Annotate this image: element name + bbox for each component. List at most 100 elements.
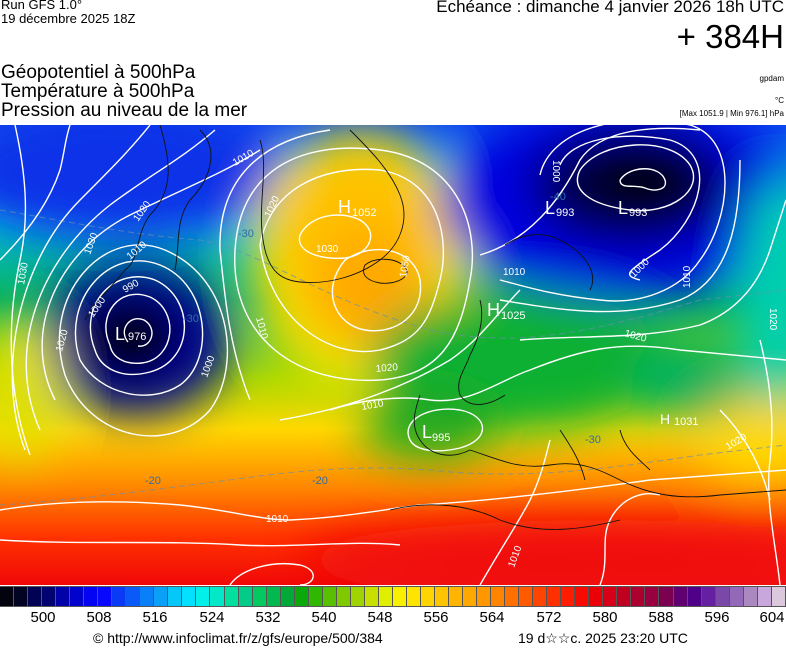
legend-swatch	[154, 587, 169, 606]
legend-swatch	[434, 587, 449, 606]
run-label: Run GFS 1.0°	[1, 0, 83, 12]
legend-swatch	[687, 587, 702, 606]
legend-tick-label: 548	[367, 609, 393, 626]
svg-text:1025: 1025	[501, 310, 525, 322]
low-center-993-east: L 993	[618, 198, 647, 219]
title-pressure: Pression au niveau de la mer	[1, 100, 248, 121]
temp-label: -30	[585, 434, 601, 446]
low-center-993-west: L 993	[545, 198, 574, 219]
isobar-label: 1030	[316, 244, 339, 255]
legend-swatch	[757, 587, 772, 606]
legend-swatch	[463, 587, 478, 606]
legend-swatch	[519, 587, 534, 606]
legend-swatch	[308, 587, 323, 606]
legend-tick-label: 500	[30, 609, 56, 626]
legend-tick-label: 604	[759, 609, 785, 626]
legend-tick-label: 524	[199, 609, 225, 626]
legend-swatch	[743, 587, 758, 606]
legend-swatch	[505, 587, 520, 606]
legend-swatch	[491, 587, 506, 606]
temp-label: -20	[145, 475, 161, 487]
source-url[interactable]: © http://www.infoclimat.fr/z/gfs/europe/…	[93, 630, 383, 646]
pressure-range: [Max 1051.9 | Min 976.1] hPa	[679, 109, 784, 118]
legend-swatch	[182, 587, 197, 606]
svg-text:H: H	[660, 411, 670, 427]
legend-swatch	[168, 587, 183, 606]
forecast-hour: + 384H	[676, 18, 784, 55]
legend-swatch	[561, 587, 576, 606]
legend-swatch	[673, 587, 688, 606]
legend-swatch	[336, 587, 351, 606]
svg-text:993: 993	[629, 207, 647, 219]
map-canvas: -20 -20 -30 -30 -40 -30 1030 1030 1020 1…	[0, 125, 786, 585]
legend-swatch	[70, 587, 85, 606]
temp-label: -30	[238, 228, 254, 240]
legend-swatch	[547, 587, 562, 606]
temp-label: -30	[183, 313, 199, 325]
unit-temperature: °C	[775, 96, 784, 105]
legend-swatch	[715, 587, 730, 606]
legend-swatch	[589, 587, 604, 606]
isobar-label: 1050	[398, 254, 413, 278]
legend-swatch	[406, 587, 421, 606]
pressure-centers: L 976 H 1052 L 993 L 993 H 1025 L 995	[115, 197, 698, 444]
svg-text:L: L	[422, 422, 432, 442]
high-center-1052: H 1052	[338, 197, 376, 219]
title-geopotential: Géopotentiel à 500hPa	[1, 62, 196, 83]
legend-swatch	[420, 587, 435, 606]
legend-swatch	[603, 587, 618, 606]
legend-swatch	[252, 587, 267, 606]
legend-swatch	[631, 587, 646, 606]
legend-swatch	[645, 587, 660, 606]
legend-swatch	[449, 587, 464, 606]
legend-tick-label: 588	[648, 609, 674, 626]
legend-swatch	[224, 587, 239, 606]
legend-swatch	[238, 587, 253, 606]
legend-swatch	[28, 587, 43, 606]
legend-tick-label: 572	[536, 609, 562, 626]
legend-swatch	[196, 587, 211, 606]
temp-label: -20	[312, 475, 328, 487]
high-center-1025: H 1025	[487, 300, 525, 322]
svg-text:976: 976	[128, 331, 146, 343]
legend-tick-label: 540	[311, 609, 337, 626]
legend-tick-label: 580	[592, 609, 618, 626]
legend-swatch	[294, 587, 309, 606]
legend-swatch	[280, 587, 295, 606]
legend-tick-label: 508	[86, 609, 112, 626]
legend-swatch	[533, 587, 548, 606]
high-center-1031: H 1031	[660, 411, 698, 428]
isobars	[0, 125, 786, 585]
legend-swatch	[84, 587, 99, 606]
legend-swatch	[112, 587, 127, 606]
legend-swatch	[378, 587, 393, 606]
svg-text:L: L	[545, 198, 555, 218]
svg-text:1052: 1052	[352, 207, 376, 219]
generated-timestamp: 19 d☆☆c. 2025 23:20 UTC	[518, 630, 688, 646]
isobar-label: 1020	[375, 362, 399, 375]
title-temperature: Température à 500hPa	[1, 81, 195, 102]
isobar-label: 1010	[361, 398, 385, 413]
legend-swatch	[364, 587, 379, 606]
svg-text:H: H	[338, 197, 351, 217]
weather-map: -20 -20 -30 -30 -40 -30 1030 1030 1020 1…	[0, 125, 786, 585]
legend-swatch	[56, 587, 71, 606]
svg-text:995: 995	[432, 432, 450, 444]
temperature-labels: -20 -20 -30 -30 -40 -30	[145, 191, 601, 487]
svg-text:L: L	[618, 198, 628, 218]
low-center-976: L 976	[115, 324, 146, 344]
legend-swatch	[392, 587, 407, 606]
legend-tick-label: 596	[704, 609, 730, 626]
geopotential-field	[0, 125, 786, 585]
legend-tick-label: 516	[142, 609, 168, 626]
temp-label: -40	[550, 191, 566, 203]
run-date: 19 décembre 2025 18Z	[1, 11, 136, 26]
legend-swatch	[14, 587, 29, 606]
legend-swatch	[659, 587, 674, 606]
isobar-label: 1000	[550, 160, 561, 183]
legend-swatch	[350, 587, 365, 606]
legend-swatch	[771, 587, 786, 606]
isobar-label: 1010	[266, 514, 289, 525]
svg-text:1031: 1031	[674, 416, 698, 428]
legend-swatch	[140, 587, 155, 606]
